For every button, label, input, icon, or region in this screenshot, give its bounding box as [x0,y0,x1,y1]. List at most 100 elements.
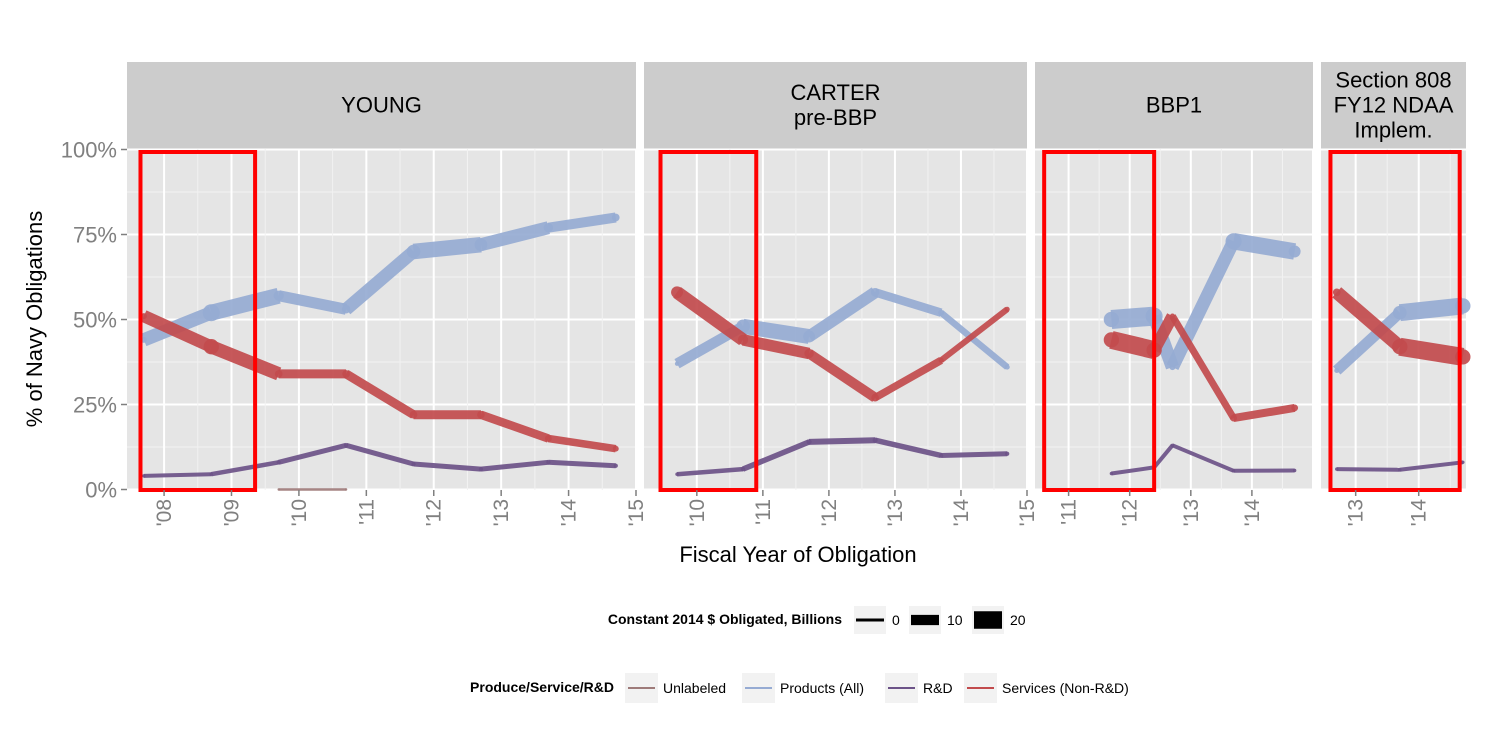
x-tick-label: '13 [1180,499,1203,526]
data-point [1332,288,1341,297]
data-point [611,213,620,222]
series-segment [479,410,550,443]
y-tick-label: 100% [61,138,117,163]
data-point [544,435,552,442]
data-point [474,238,488,252]
series-segment [547,212,617,233]
data-point [1170,443,1175,447]
series-segment [1232,233,1297,260]
series-r-d [675,437,1010,477]
x-tick-label: '12 [1119,499,1142,526]
data-point [543,223,554,233]
highlight-box [1042,150,1157,492]
series-segment [548,459,616,469]
data-point [477,410,485,419]
x-tick-label: '11 [752,499,775,525]
x-tick-label: '14 [950,499,973,527]
series-segment [141,310,214,353]
data-point [209,472,213,476]
facet-title: Implem. [1354,118,1432,143]
data-point [804,348,814,359]
y-tick-label: 75% [73,223,117,248]
color-legend: Produce/Service/R&D Unlabeled Products (A… [470,673,1129,703]
facet-strip [1321,62,1466,149]
data-point [806,439,812,445]
x-tick-label: '11 [1058,499,1081,525]
series-segment [806,349,878,402]
data-point [341,305,351,314]
series-segment [873,357,944,401]
data-point [870,288,880,297]
data-point [342,370,350,378]
series-segment [741,334,811,360]
data-point [411,461,416,467]
data-point [1455,349,1471,365]
series-unlabeled [277,488,348,491]
y-tick-label: 0% [85,478,117,503]
facet-title: CARTER [790,80,880,105]
data-point [344,488,348,491]
data-point [737,334,749,345]
x-tick-label: '10 [288,499,311,526]
data-point [276,460,281,465]
data-point [1398,468,1402,472]
size-key-label: 20 [1010,612,1026,628]
data-point [740,466,746,472]
series-segment [345,442,415,467]
series-segment [1398,297,1464,322]
data-point [671,286,683,299]
series-segment [1169,314,1237,420]
x-tick-label: '15 [625,499,648,526]
y-tick-label: 50% [73,308,117,333]
series-r-d [1335,460,1465,472]
facets: YOUNG'08'09'10'11'12'13'14'15CARTERpre-B… [127,62,1471,527]
series-segment [939,310,1010,370]
y-tick-label: 25% [73,393,117,418]
series-segment [343,370,416,419]
series-segment [341,246,418,315]
series-segment [547,434,617,453]
x-tick-label: '12 [818,499,841,526]
data-point [938,309,945,316]
series-segment [412,236,482,260]
y-axis-title: % of Navy Obligations [22,211,47,427]
series-segment [941,451,1008,458]
data-point [1461,460,1465,464]
x-tick-label: '13 [884,499,907,526]
series-segment [805,287,879,342]
series-segment [1171,443,1235,473]
series-segment [741,318,811,344]
series-services-non-r-d [140,310,619,453]
series-segment [673,287,747,346]
data-point [406,244,421,259]
facet-strip [1035,62,1313,149]
color-key-label: Unlabeled [663,680,726,696]
data-point [1334,367,1340,374]
data-point [343,443,349,448]
series-segment [939,306,1010,363]
x-tick-label: '13 [490,499,513,526]
facet-1: YOUNG '08 '09 '10 '11 '12 '13 '14 '15 [127,62,648,526]
x-tick-label: '14 [1408,499,1431,527]
series-segment [1232,403,1296,423]
data-point [1004,364,1010,370]
data-point [938,357,944,363]
highlight-box [1328,150,1462,492]
series-segment [208,340,282,381]
series-r-d [1109,443,1297,476]
size-key-label: 0 [892,612,900,628]
size-key-label: 10 [947,612,963,628]
data-point [871,393,879,402]
series-segment [1111,465,1155,476]
data-point [1225,233,1242,250]
data-point [202,304,220,322]
facet-title: Section 808 [1335,68,1451,93]
color-key-label: R&D [923,680,953,696]
x-tick-label: '10 [686,499,709,526]
data-point [1292,468,1297,473]
x-tick-label: '14 [1241,499,1264,527]
data-point [274,370,283,378]
data-point [1392,339,1408,355]
x-tick-label: '14 [558,499,581,527]
